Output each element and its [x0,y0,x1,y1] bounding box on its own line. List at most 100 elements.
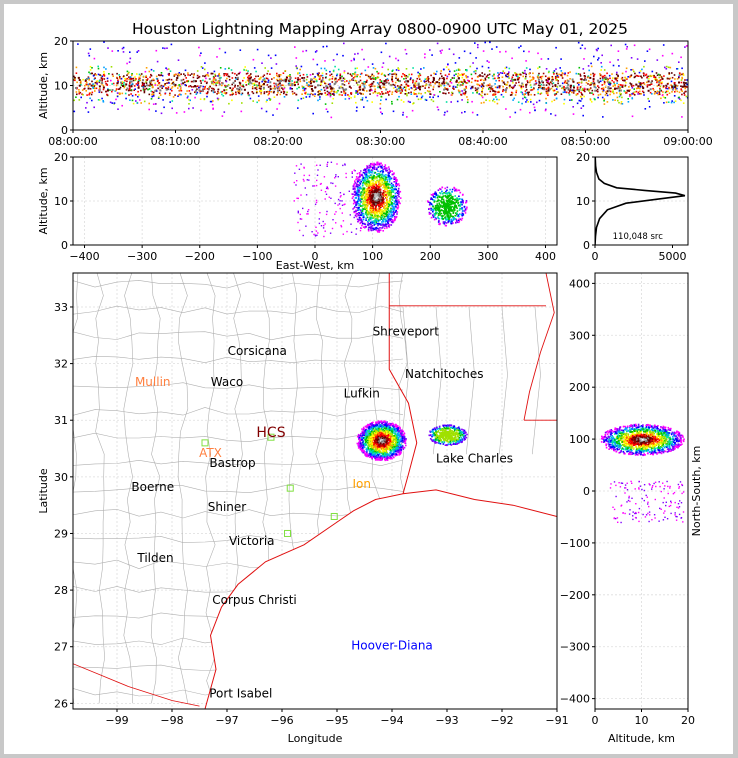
ta-source [256,84,259,87]
ta-source [361,99,364,101]
ta-source [343,84,346,86]
ew-cell-source [449,213,451,215]
ta-source [137,83,140,85]
ew-cell-source [356,188,359,190]
ew-cell-source [373,195,375,198]
ew-cell-source [387,220,390,223]
ta-source [331,78,334,80]
ta-source [527,94,530,96]
ta-source [492,74,495,77]
ew-cell-source [390,211,392,214]
ta-source [383,86,386,89]
ew-cell-source [457,201,460,204]
ew-cell-source [375,183,377,186]
ta-source [498,90,500,93]
ew-scatter-source [355,233,357,235]
ew-cell-source [376,179,378,182]
ta-source [103,75,106,77]
ta-source [448,73,450,76]
ta-core [390,84,393,87]
ta-source [635,74,638,77]
ta-source [146,78,149,80]
ew-cell-source [442,218,444,220]
ew-cell-source [365,204,367,206]
ew-cell-source [377,186,380,188]
ta-source [257,95,260,97]
ew-cell-source [386,180,388,183]
ta-source [591,92,593,94]
ta-source [331,93,334,95]
ew-cell-source [386,203,388,205]
ta-source [337,68,340,71]
ew-cell-source [364,200,366,202]
ew-cell-source [462,193,464,196]
ta-source [391,75,394,78]
ta-source [148,93,151,96]
ta-source [413,91,415,94]
ta-source [123,86,126,89]
ta-source [192,107,194,109]
ta-source [289,84,292,86]
ta-source [229,87,232,89]
ta-source [97,67,100,70]
ew-cell-source [451,198,454,201]
ew-cell-source [395,197,397,200]
ta-source [662,96,665,98]
ta-source [614,84,616,86]
ta-source [392,87,395,89]
ta-source [681,73,683,76]
ew-cell-source [373,210,376,213]
ew-scatter-source [360,174,363,176]
ta-source [484,93,486,96]
ew-cell-source [392,209,395,212]
ta-source [212,107,214,110]
ta-source [199,54,201,57]
ta-source [540,76,542,78]
ta-source [89,88,92,90]
ew-cell-source [378,222,380,225]
ta-core [684,82,687,85]
ta-source [450,82,453,84]
ew-cell-source [359,183,362,185]
ta-source [532,78,535,80]
ta-source [604,94,607,96]
ta-core [251,79,254,82]
ta-source [318,78,321,80]
ta-source [537,52,539,55]
ta-source [424,56,426,59]
ta-source [657,73,660,76]
ta-source [266,77,269,80]
ta-source [422,85,424,87]
ta-source [646,84,649,86]
ta-source [481,65,484,68]
ta-source [212,75,215,78]
ta-source [539,93,542,95]
ta-source [601,79,604,81]
ta-source [309,85,312,87]
ta-source [257,75,259,77]
ta-source [118,77,121,79]
ta-source [589,92,591,94]
ta-source [415,93,418,95]
ta-source [268,92,270,95]
ew-cell-source [388,216,390,218]
ta-source [130,78,132,81]
ta-source [609,83,611,86]
ta-core [311,89,314,92]
ew-cell-source [451,215,453,218]
ta-core [240,88,243,91]
ta-source [225,80,228,83]
ta-source [135,83,138,85]
ew-cell-source [383,227,386,230]
ta-source [170,82,173,85]
ta-source [76,81,78,84]
ta-source [281,87,283,89]
ta-source [616,82,618,85]
ta-source [491,48,493,50]
ta-source [263,74,266,76]
ew-cell-source [374,212,377,215]
ta-source [527,92,529,95]
ta-source [204,62,206,64]
ta-source [597,85,599,87]
ta-source [566,79,569,81]
